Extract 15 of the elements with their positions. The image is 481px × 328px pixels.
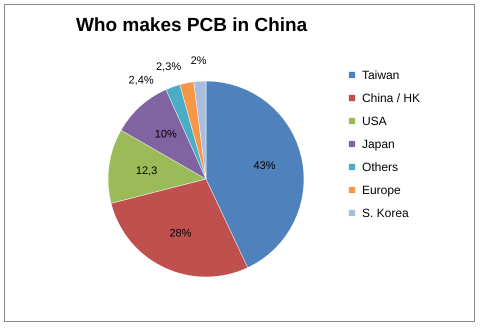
legend-label: China / HK: [362, 91, 420, 105]
data-label: 10%: [154, 128, 177, 140]
legend-label: Others: [362, 160, 398, 174]
data-label: 2,4%: [128, 74, 154, 86]
legend-label: USA: [362, 114, 387, 128]
legend-label: Japan: [362, 137, 395, 151]
legend-label: S. Korea: [362, 206, 410, 220]
data-label: 12,3: [136, 164, 158, 177]
data-label: 28%: [169, 227, 192, 240]
data-label: 43%: [254, 160, 276, 172]
legend-label: Taiwan: [362, 68, 400, 82]
legend-label: Europe: [362, 183, 402, 197]
data-label: 2%: [190, 55, 207, 68]
chart-title: Who makes PCB in China: [76, 15, 308, 36]
data-label: 2,3%: [156, 61, 182, 74]
